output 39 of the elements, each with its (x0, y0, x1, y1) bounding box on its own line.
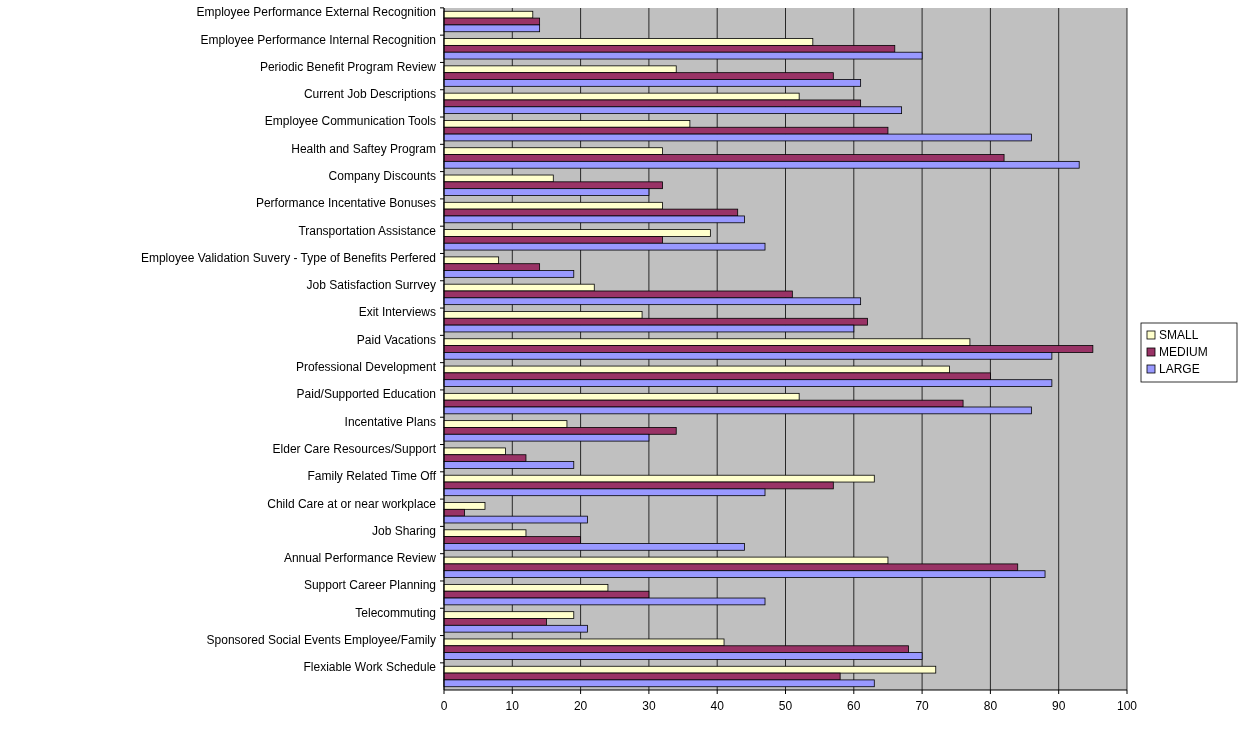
x-tick-label: 90 (1052, 699, 1066, 713)
y-tick-label: Employee Validation Suvery - Type of Benefits Perfered (140, 250, 436, 265)
x-tick-label: 10 (505, 699, 520, 713)
legend-label: SMALL (1159, 328, 1199, 342)
x-tick-label: 50 (778, 699, 793, 713)
y-tick-label: Exit Interviews (358, 305, 436, 320)
y-tick-label: Employee Performance External Recognition (196, 5, 436, 20)
y-tick-label: Current Job Descriptions (303, 87, 436, 102)
x-tick-label: 40 (710, 699, 725, 713)
x-tick-label: 100 (1116, 699, 1138, 713)
y-tick-label: Professional Development (295, 360, 437, 375)
legend-label: MEDIUM (1159, 345, 1208, 359)
legend-label: LARGE (1159, 362, 1200, 376)
y-tick-label: Paid/Supported Education (296, 387, 436, 402)
x-tick-label: 30 (642, 699, 656, 713)
y-tick-label: Employee Performance Internal Recognition (200, 32, 436, 47)
y-tick-label: Annual Performance Review (283, 551, 437, 566)
y-tick-label: Flexiable Work Schedule (303, 660, 437, 675)
y-tick-label: Telecommuting (355, 605, 436, 620)
x-tick-label: 70 (915, 699, 930, 713)
y-tick-label: Elder Care Resources/Support (272, 441, 437, 456)
y-tick-label: Performance Incentative Bonuses (255, 196, 436, 211)
y-tick-label: Company Discounts (328, 169, 436, 184)
y-tick-label: Paid Vacations (356, 332, 436, 347)
y-tick-label: Health and Saftey Program (291, 141, 436, 156)
x-tick-label: 60 (847, 699, 861, 713)
y-tick-label: Job Sharing (371, 523, 436, 538)
y-tick-label: Employee Communication Tools (264, 114, 436, 129)
y-tick-label: Periodic Benefit Program Review (259, 59, 437, 74)
x-tick-label: 0 (440, 699, 448, 713)
y-tick-label: Incentative Plans (344, 414, 436, 429)
y-tick-label: Sponsored Social Events Employee/Family (206, 632, 436, 647)
x-tick-label: 20 (573, 699, 588, 713)
y-tick-label: Support Career Planning (303, 578, 436, 593)
y-tick-label: Child Care at or near workplace (267, 496, 437, 511)
y-tick-label: Transportation Assistance (298, 223, 437, 238)
y-tick-label: Job Satisfaction Surrvey (306, 278, 436, 293)
y-tick-label: Family Related Time Off (307, 469, 437, 484)
x-tick-label: 80 (983, 699, 998, 713)
